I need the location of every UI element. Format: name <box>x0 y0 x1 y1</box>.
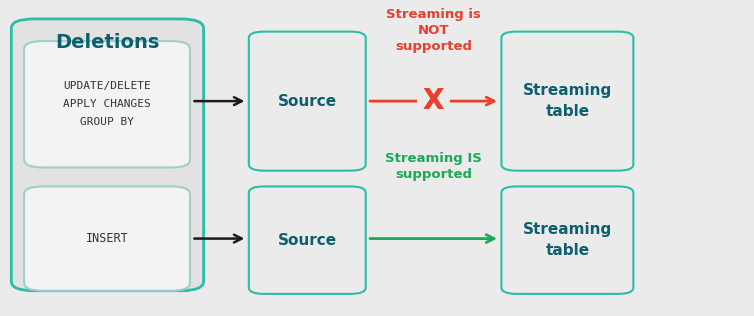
Text: Streaming
table: Streaming table <box>523 222 612 258</box>
Text: INSERT: INSERT <box>86 232 128 245</box>
FancyBboxPatch shape <box>249 32 366 171</box>
Text: Streaming is
NOT
supported: Streaming is NOT supported <box>386 8 481 53</box>
FancyBboxPatch shape <box>501 186 633 294</box>
Text: Source: Source <box>277 94 337 109</box>
FancyBboxPatch shape <box>24 41 190 167</box>
Text: Streaming
table: Streaming table <box>523 83 612 119</box>
FancyBboxPatch shape <box>417 70 450 133</box>
FancyBboxPatch shape <box>501 32 633 171</box>
FancyBboxPatch shape <box>11 19 204 291</box>
Text: X: X <box>423 87 444 115</box>
FancyBboxPatch shape <box>24 186 190 291</box>
Text: Source: Source <box>277 233 337 248</box>
FancyBboxPatch shape <box>249 186 366 294</box>
Text: X: X <box>423 87 444 115</box>
Text: Streaming IS
supported: Streaming IS supported <box>385 152 482 181</box>
Text: Deletions: Deletions <box>55 33 160 52</box>
Text: UPDATE/DELETE
APPLY CHANGES
GROUP BY: UPDATE/DELETE APPLY CHANGES GROUP BY <box>63 81 151 127</box>
